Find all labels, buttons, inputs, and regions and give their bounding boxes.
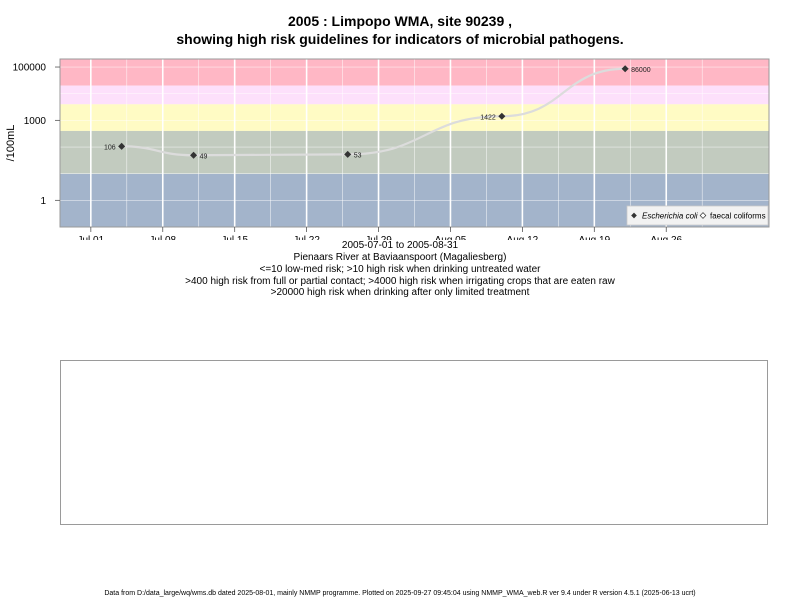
x-tick-label-0: Jul 01 xyxy=(77,235,104,240)
legend-label-faecal-coliforms: faecal coliforms xyxy=(710,212,766,221)
risk-note-limited-treatment: >20000 high risk when drinking after onl… xyxy=(270,287,530,298)
legend-box xyxy=(626,205,769,226)
data-point-4 xyxy=(621,65,629,73)
site-name: Pienaars River at Baviaanspoort (Magalie… xyxy=(293,252,507,263)
series-line-0 xyxy=(121,67,626,157)
plot-frame xyxy=(59,58,770,228)
y-tick-label-2: 1 xyxy=(40,196,46,207)
legend: Escherichia coli faecal coliforms xyxy=(626,205,769,226)
empty-secondary-panel xyxy=(60,360,768,525)
data-point-0 xyxy=(118,142,126,150)
risk-note-contact-irrigation: >400 high risk from full or partial cont… xyxy=(185,276,615,287)
data-label-0: 106 xyxy=(104,144,116,151)
y-tick-label-0: 100000 xyxy=(13,63,47,74)
x-tick-label-1: Jul 08 xyxy=(149,235,176,240)
y-axis-label: /100mL xyxy=(5,125,17,162)
footer-note: Data from D:/data_large/wq/wms.db dated … xyxy=(104,590,696,597)
x-tick-label-8: Aug 26 xyxy=(650,235,682,240)
data-label-4: 86000 xyxy=(631,67,651,74)
x-tick-label-6: Aug 12 xyxy=(507,235,539,240)
x-tick-label-3: Jul 22 xyxy=(293,235,320,240)
data-point-3 xyxy=(498,112,506,120)
legend-label-e-coli: Escherichia coli xyxy=(642,212,698,221)
risk-note-drinking: <=10 low-med risk; >10 high risk when dr… xyxy=(259,264,541,275)
axes: Jul 01 Jul 08 Jul 15 Jul 22 Jul 29 Aug 05 Aug … xyxy=(13,63,683,240)
data-point-1 xyxy=(190,151,198,159)
x-tick-label-2: Jul 15 xyxy=(221,235,248,240)
x-tick-label-7: Aug 19 xyxy=(578,235,610,240)
chart-title-line-2: showing high risk guidelines for indicat… xyxy=(176,31,624,47)
data-point-2 xyxy=(344,150,352,158)
y-tick-label-1: 1000 xyxy=(24,116,47,127)
x-tick-label-4: Jul 29 xyxy=(365,235,392,240)
x-axis-date-range: 2005-07-01 to 2005-08-31 xyxy=(341,240,459,251)
chart-title-line-1: 2005 : Limpopo WMA, site 90239 , xyxy=(287,13,513,29)
grid-lines xyxy=(60,59,769,227)
risk-chart: 106 49 53 1422 86000 Jul 01 Jul 08 Jul 15 Jul 2… xyxy=(5,58,770,240)
data-series: 106 49 53 1422 86000 xyxy=(104,65,651,160)
data-label-3: 1422 xyxy=(480,114,496,121)
x-tick-label-5: Aug 05 xyxy=(435,235,467,240)
data-label-1: 49 xyxy=(200,153,208,160)
data-label-2: 53 xyxy=(354,152,362,159)
legend-marker-faecal-coliforms xyxy=(699,212,707,219)
legend-marker-e-coli xyxy=(631,212,637,219)
